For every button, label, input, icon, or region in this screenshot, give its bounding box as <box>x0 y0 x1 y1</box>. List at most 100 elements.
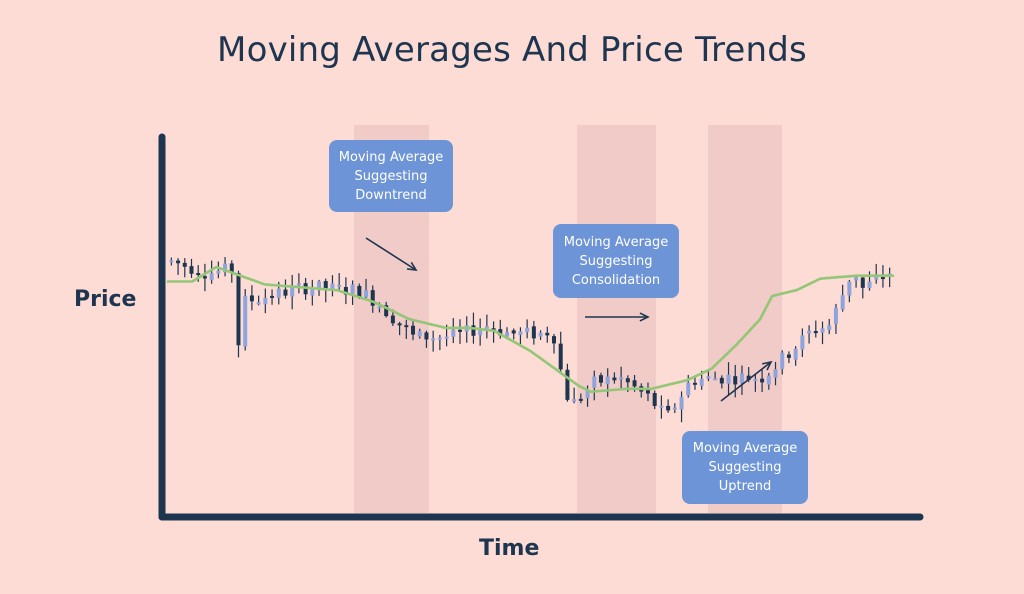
candle <box>411 321 416 341</box>
candle-body <box>686 382 691 396</box>
candle <box>283 279 288 299</box>
candle-body <box>867 281 872 289</box>
candle-body <box>196 273 201 276</box>
annotation-arrows <box>365 237 773 402</box>
candle <box>451 318 456 344</box>
candle <box>867 271 872 291</box>
candle-body <box>256 302 261 305</box>
candle <box>343 277 348 305</box>
candle-body <box>444 336 449 339</box>
candle <box>478 318 483 346</box>
candle-body <box>807 330 812 334</box>
candle-body <box>437 337 442 340</box>
candle-body <box>833 307 838 325</box>
candle-body <box>713 378 718 381</box>
moving-average-layer <box>166 265 895 393</box>
candle-body <box>283 289 288 296</box>
candle-body <box>511 330 516 334</box>
candle-body <box>176 260 181 264</box>
candle <box>558 331 563 373</box>
candle-body <box>800 335 805 350</box>
candle-body <box>578 398 583 401</box>
candle <box>545 326 550 343</box>
candle-body <box>330 283 335 290</box>
candle-body <box>317 281 322 291</box>
candle <box>296 273 301 294</box>
candle-body <box>337 284 342 287</box>
candle <box>417 328 422 339</box>
candle-body <box>854 277 859 281</box>
candle <box>270 289 275 305</box>
candle-body <box>739 373 744 383</box>
arrow-consolidation-head <box>639 312 650 322</box>
candle <box>189 258 194 278</box>
candle-body <box>364 290 369 298</box>
candle <box>243 288 248 351</box>
candle <box>531 320 536 345</box>
candle <box>719 375 724 389</box>
candle-body <box>518 331 523 335</box>
candle <box>236 270 241 358</box>
candle-body <box>491 328 496 331</box>
candle-body <box>813 331 818 334</box>
candle <box>525 319 530 339</box>
candle <box>578 393 583 404</box>
arrow-uptrend <box>720 360 773 402</box>
candle <box>464 316 469 343</box>
candle <box>216 261 221 279</box>
candle <box>793 346 798 366</box>
candle-body <box>840 295 845 310</box>
candle-body <box>209 273 214 281</box>
callout-downtrend-line-2: Suggesting <box>354 168 428 184</box>
candle-body <box>719 377 724 384</box>
candle-body <box>384 305 389 317</box>
candle <box>384 301 389 318</box>
candle-body <box>290 286 295 297</box>
candle-body <box>827 325 832 331</box>
candle-body <box>733 376 738 385</box>
candle <box>364 278 369 301</box>
candle-body <box>605 376 610 385</box>
candle <box>726 362 731 396</box>
candle <box>786 351 791 364</box>
candle-body <box>431 338 436 341</box>
candle-body <box>189 266 194 274</box>
callout-consolidation: Moving Average Suggesting Consolidation <box>553 224 679 298</box>
candle-body <box>216 270 221 274</box>
candle-body <box>229 263 234 273</box>
candle-body <box>860 277 865 288</box>
candle-body <box>249 295 254 302</box>
candle <box>612 372 617 384</box>
candle-body <box>645 390 650 394</box>
candle-body <box>874 276 879 280</box>
candle-body <box>377 306 382 309</box>
candle-body <box>766 375 771 385</box>
candle <box>263 288 268 314</box>
candle-body <box>545 332 550 336</box>
candle-body <box>276 288 281 298</box>
candle <box>666 399 671 413</box>
candle-body <box>672 407 677 410</box>
candle <box>820 321 825 345</box>
candle-body <box>598 375 603 383</box>
candle <box>800 328 805 358</box>
candle-body <box>411 325 416 335</box>
candle <box>645 382 650 402</box>
candle <box>739 365 744 395</box>
candle-body <box>585 389 590 399</box>
callout-uptrend: Moving Average Suggesting Uptrend <box>682 431 808 504</box>
candle <box>223 257 228 277</box>
candle-body <box>270 295 275 298</box>
candle <box>249 285 254 311</box>
candle <box>887 267 892 288</box>
candle <box>505 327 510 339</box>
candle-body <box>424 332 429 340</box>
callout-downtrend: Moving Average Suggesting Downtrend <box>329 140 453 212</box>
candle <box>813 320 818 338</box>
candle-body <box>169 260 174 263</box>
candle-body <box>612 377 617 381</box>
candle <box>766 372 771 390</box>
candle-body <box>558 343 563 370</box>
candle <box>437 334 442 351</box>
candle <box>538 330 543 340</box>
